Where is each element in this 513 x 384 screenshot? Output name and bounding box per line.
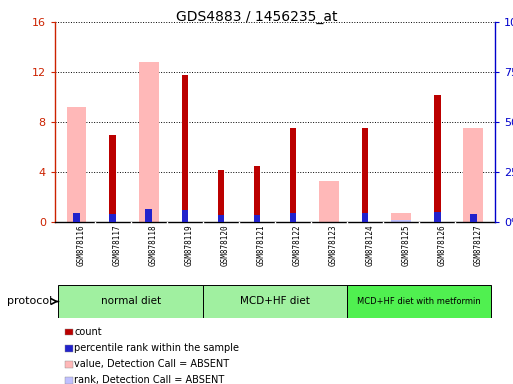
Bar — [362, 213, 368, 222]
Text: GDS4883 / 1456235_at: GDS4883 / 1456235_at — [176, 10, 337, 23]
Bar — [203, 285, 347, 318]
Bar — [73, 213, 80, 222]
Text: GSM878121: GSM878121 — [257, 224, 266, 265]
Text: rank, Detection Call = ABSENT: rank, Detection Call = ABSENT — [74, 376, 225, 384]
Bar — [254, 166, 260, 222]
Text: GSM878122: GSM878122 — [293, 224, 302, 265]
Bar — [391, 213, 411, 222]
Text: GSM878117: GSM878117 — [113, 224, 122, 265]
Bar — [109, 214, 116, 222]
Bar — [218, 169, 224, 222]
Bar — [434, 212, 441, 222]
Text: normal diet: normal diet — [101, 296, 161, 306]
Text: GSM878124: GSM878124 — [365, 224, 374, 265]
Bar — [146, 209, 152, 222]
Text: percentile rank within the sample: percentile rank within the sample — [74, 343, 240, 353]
Text: value, Detection Call = ABSENT: value, Detection Call = ABSENT — [74, 359, 229, 369]
Text: GSM878125: GSM878125 — [401, 224, 410, 265]
Text: GSM878119: GSM878119 — [185, 224, 194, 265]
Text: GSM878118: GSM878118 — [149, 224, 157, 265]
Bar — [319, 181, 339, 222]
Bar — [218, 215, 224, 222]
Bar — [290, 128, 296, 222]
Bar — [470, 214, 477, 222]
Bar — [67, 107, 87, 222]
Text: GSM878120: GSM878120 — [221, 224, 230, 265]
Bar — [58, 285, 203, 318]
Text: count: count — [74, 327, 102, 337]
Bar — [290, 214, 296, 222]
Text: GSM878123: GSM878123 — [329, 224, 338, 265]
Text: GSM878126: GSM878126 — [437, 224, 446, 265]
Bar — [347, 285, 491, 318]
Bar — [463, 128, 483, 222]
Text: GSM878116: GSM878116 — [76, 224, 86, 265]
Bar — [362, 128, 368, 222]
Text: MCD+HF diet: MCD+HF diet — [240, 296, 310, 306]
Bar — [182, 74, 188, 222]
Text: MCD+HF diet with metformin: MCD+HF diet with metformin — [358, 297, 481, 306]
Bar — [182, 210, 188, 222]
Bar — [434, 94, 441, 222]
Bar — [109, 134, 116, 222]
Text: protocol: protocol — [7, 296, 52, 306]
Bar — [391, 220, 411, 222]
Bar — [254, 215, 260, 222]
Text: GSM878127: GSM878127 — [473, 224, 482, 265]
Bar — [139, 62, 159, 222]
